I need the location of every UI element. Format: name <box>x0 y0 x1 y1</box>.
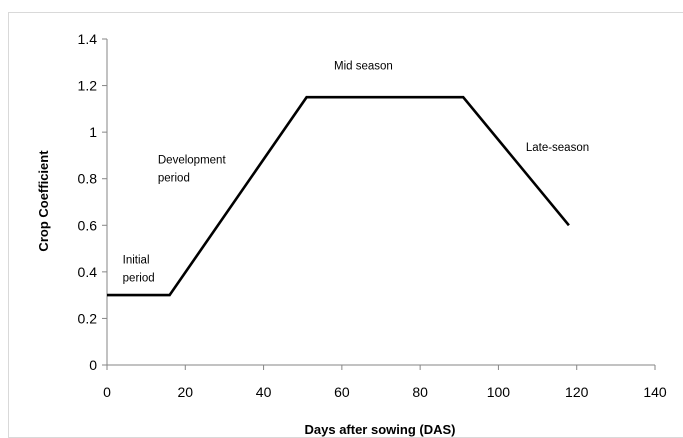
stage-label-line: Late-season <box>526 142 589 154</box>
y-tick-label: 0.6 <box>78 217 98 233</box>
y-tick-label: 0.8 <box>78 171 98 187</box>
stage-label: Mid season <box>334 60 393 72</box>
y-tick-label: 1 <box>89 124 97 140</box>
y-tick-label: 0.4 <box>78 264 98 280</box>
x-tick-label: 40 <box>256 384 272 400</box>
y-tick-label: 0 <box>89 357 97 373</box>
chart-frame-border <box>8 12 683 438</box>
x-tick-label: 140 <box>643 384 667 400</box>
y-tick-label: 1.2 <box>78 78 98 94</box>
y-tick-label: 1.4 <box>78 31 98 47</box>
x-tick-label: 20 <box>177 384 193 400</box>
x-tick-label: 60 <box>334 384 350 400</box>
y-tick-label: 0.2 <box>78 310 98 326</box>
stage-label: Late-season <box>526 142 589 154</box>
x-axis-title: Days after sowing (DAS) <box>305 422 456 437</box>
crop-coefficient-line <box>107 95 570 297</box>
stage-label-line: period <box>123 273 155 285</box>
x-tick-label: 120 <box>565 384 589 400</box>
plot-area: 0 0.2 0.4 0.6 0.8 1 1.2 1.4 0 20 40 60 80 100 120 140 In… <box>78 31 667 400</box>
x-tick-label: 80 <box>412 384 428 400</box>
stage-label-line: Mid season <box>334 60 393 72</box>
x-tick-label: 0 <box>103 384 111 400</box>
stage-label-line: period <box>158 173 190 185</box>
y-axis-title: Crop Coefficient <box>36 150 51 252</box>
stage-label: Development period <box>158 155 227 185</box>
x-tick-label: 100 <box>487 384 511 400</box>
stage-label-line: Initial <box>123 255 150 267</box>
stage-label: Initial period <box>123 255 155 285</box>
stage-label-line: Development <box>158 155 227 167</box>
